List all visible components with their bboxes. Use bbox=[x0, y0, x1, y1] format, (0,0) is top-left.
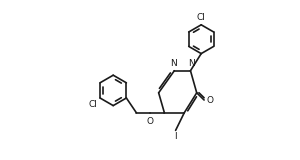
Text: I: I bbox=[174, 132, 177, 141]
Text: N: N bbox=[188, 59, 195, 68]
Text: Cl: Cl bbox=[89, 100, 98, 109]
Text: Cl: Cl bbox=[197, 13, 206, 22]
Text: O: O bbox=[207, 96, 214, 104]
Text: O: O bbox=[146, 117, 154, 126]
Text: N: N bbox=[170, 59, 177, 68]
